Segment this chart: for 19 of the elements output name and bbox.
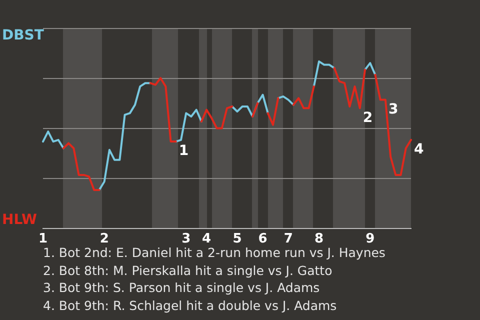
- text: 3. Bot 9th: S. Parson hit a single vs J. Adams: [43, 279, 321, 296]
- text: 4. Bot 9th: R. Schlagel hit a double vs J. Adams: [43, 296, 338, 314]
- x-tick-label: 5: [232, 232, 242, 247]
- x-tick-label: 6: [258, 232, 268, 247]
- annotation: 1: [178, 143, 189, 160]
- x-tick-label: 8: [314, 232, 324, 247]
- text: HLW: [2, 212, 37, 228]
- text: 2. Bot 8th: M. Pierskalla hit a single vs J. Gatto: [43, 262, 334, 279]
- text: 1. Bot 2nd: E. Daniel hit a 2-run home run vs J. Haynes: [43, 244, 386, 262]
- x-tick-label: 2: [100, 232, 109, 247]
- x-tick-label: 4: [202, 232, 212, 247]
- text: 4: [414, 142, 424, 158]
- x-tick-label: 1: [38, 232, 48, 247]
- annotation: 2: [362, 110, 373, 126]
- x-tick-label: 3: [182, 232, 191, 247]
- text: DBST: [2, 28, 44, 44]
- x-tick-label: 7: [284, 232, 293, 247]
- annotation: 3: [388, 101, 398, 118]
- x-tick-label: 9: [366, 232, 375, 247]
